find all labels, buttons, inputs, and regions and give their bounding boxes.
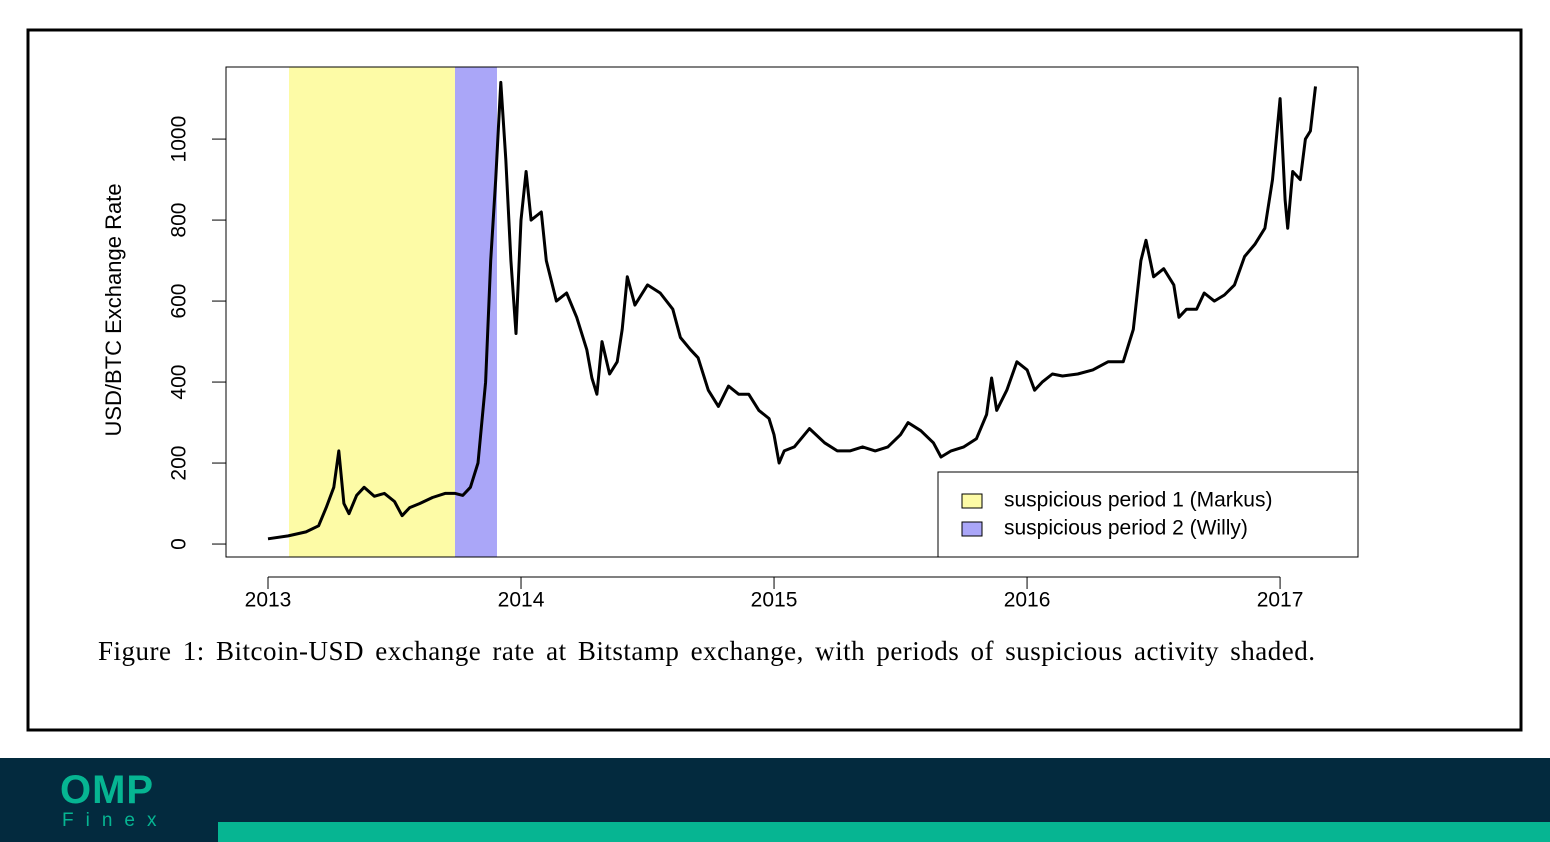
caption: Figure 1: Bitcoin-USD exchange rate at B…: [98, 636, 1316, 666]
legend-swatch: [961, 521, 983, 537]
x-tick-label: 2015: [751, 589, 798, 612]
legend-label: suspicious period 2 (Willy): [1004, 517, 1248, 540]
footer: OMP Finex: [0, 758, 1550, 842]
y-tick-label: 400: [168, 365, 191, 400]
shaded-region: [454, 67, 497, 557]
legend-label: suspicious period 1 (Markus): [1004, 489, 1272, 512]
price-line: [267, 80, 1317, 541]
shaded-region: [289, 67, 455, 557]
legend-box: [937, 471, 1359, 558]
x-tick-label: 2014: [498, 589, 545, 612]
x-tick-label: 2016: [1004, 589, 1051, 612]
figure-frame: [26, 28, 1523, 732]
y-tick-label: 200: [168, 446, 191, 481]
y-tick-label: 800: [168, 203, 191, 238]
y-tick-label: 600: [168, 284, 191, 319]
accent-bar: [218, 822, 1550, 842]
x-tick-label: 2017: [1257, 589, 1304, 612]
logo: OMP: [60, 768, 155, 812]
logo-sub: Finex: [62, 810, 169, 831]
y-tick-label: 0: [168, 538, 191, 550]
x-tick-label: 2013: [245, 589, 292, 612]
y-tick-label: 1000: [168, 116, 191, 163]
y-axis-label: USD/BTC Exchange Rate: [101, 183, 126, 436]
chart: USD/BTC Exchange Rate 0 200 400 600 800 1000 2…: [26, 28, 1523, 732]
legend-swatch: [961, 493, 983, 509]
